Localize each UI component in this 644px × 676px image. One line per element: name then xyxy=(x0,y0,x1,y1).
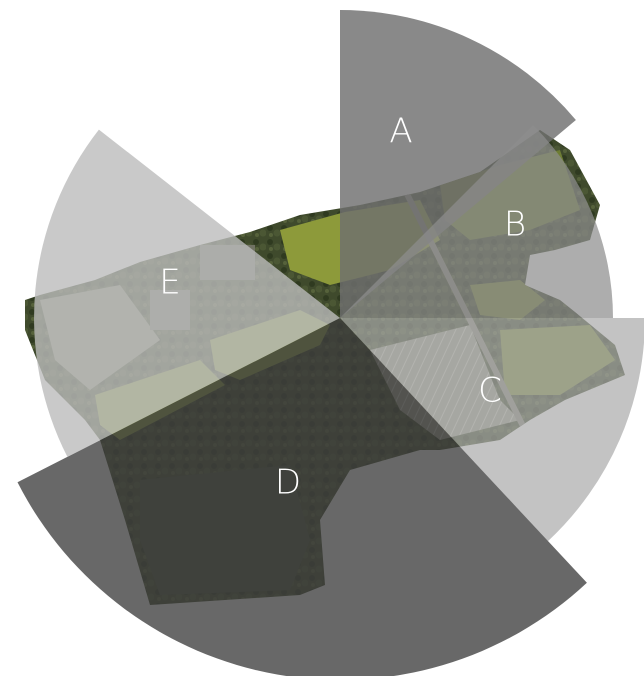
sector-e-wedge xyxy=(34,129,341,457)
sector-e-label: E xyxy=(159,263,180,303)
sector-b-wedge xyxy=(340,125,613,318)
sector-a-label: A xyxy=(389,112,412,152)
sector-b-label: B xyxy=(504,205,526,245)
sector-d-label: D xyxy=(275,463,301,503)
sector-wedges xyxy=(17,10,644,676)
sector-labels: A B C D E xyxy=(159,112,526,503)
sector-c-wedge xyxy=(340,318,644,542)
sector-d-wedge xyxy=(17,318,587,676)
sector-a-wedge xyxy=(340,10,576,318)
sector-c-label: C xyxy=(478,371,502,411)
